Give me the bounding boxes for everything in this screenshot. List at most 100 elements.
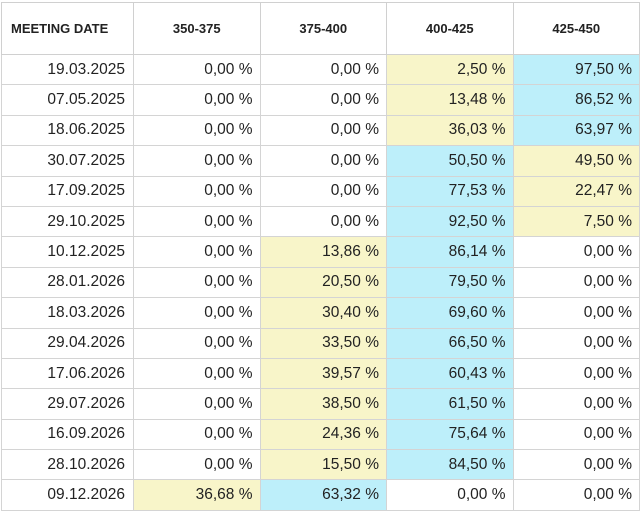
probability-cell: 0,00 %: [133, 236, 261, 268]
probability-cell: 0,00 %: [512, 449, 640, 481]
probability-cell: 24,36 %: [259, 418, 387, 451]
probability-cell: 92,50 %: [386, 205, 514, 238]
probability-cell: 0,00 %: [512, 479, 640, 511]
meeting-date: 29.04.2026: [1, 327, 134, 359]
table-row: 29.04.2026 0,00 % 33,50 % 66,50 % 0,00 %: [1, 327, 640, 359]
probability-cell: 0,00 %: [512, 418, 640, 451]
probability-cell: 97,50 %: [512, 53, 640, 86]
meeting-date: 17.06.2026: [1, 357, 134, 390]
meeting-date: 09.12.2026: [1, 479, 134, 511]
table-header: MEETING DATE 350-375 375-400 400-425 425-450: [1, 2, 640, 55]
column-header: MEETING DATE: [1, 2, 134, 55]
table-row: 10.12.2025 0,00 % 13,86 % 86,14 % 0,00 %: [1, 236, 640, 268]
table-row: 17.06.2026 0,00 % 39,57 % 60,43 % 0,00 %: [1, 357, 640, 390]
probability-cell: 0,00 %: [512, 388, 640, 420]
probability-cell: 22,47 %: [512, 175, 640, 207]
probability-cell: 39,57 %: [259, 357, 387, 390]
column-header: 375-400: [259, 2, 387, 55]
probability-table: MEETING DATE 350-375 375-400 400-425 425-450…: [1, 2, 640, 511]
probability-cell: 38,50 %: [259, 388, 387, 420]
table-body: 19.03.2025 0,00 % 0,00 % 2,50 % 97,50 % 07.05…: [1, 53, 640, 511]
meeting-date: 19.03.2025: [1, 53, 134, 86]
table-row: 18.06.2025 0,00 % 0,00 % 36,03 % 63,97 %: [1, 114, 640, 147]
meeting-date: 29.10.2025: [1, 205, 134, 238]
probability-cell: 30,40 %: [259, 297, 387, 329]
table-row: 17.09.2025 0,00 % 0,00 % 77,53 % 22,47 %: [1, 175, 640, 207]
probability-cell: 86,14 %: [386, 236, 514, 268]
table-row: 09.12.2026 36,68 % 63,32 % 0,00 % 0,00 %: [1, 479, 640, 511]
probability-cell: 0,00 %: [259, 84, 387, 116]
probability-cell: 0,00 %: [259, 114, 387, 147]
probability-cell: 0,00 %: [512, 327, 640, 359]
probability-cell: 2,50 %: [386, 53, 514, 86]
probability-cell: 15,50 %: [259, 449, 387, 481]
table-row: 18.03.2026 0,00 % 30,40 % 69,60 % 0,00 %: [1, 297, 640, 329]
column-header: 425-450: [512, 2, 640, 55]
probability-cell: 0,00 %: [133, 327, 261, 359]
probability-cell: 0,00 %: [133, 114, 261, 147]
probability-cell: 36,03 %: [386, 114, 514, 147]
table-row: 29.07.2026 0,00 % 38,50 % 61,50 % 0,00 %: [1, 388, 640, 420]
column-header: 350-375: [133, 2, 261, 55]
probability-cell: 77,53 %: [386, 175, 514, 207]
probability-cell: 0,00 %: [512, 297, 640, 329]
probability-cell: 0,00 %: [133, 53, 261, 86]
probability-cell: 63,97 %: [512, 114, 640, 147]
probability-cell: 0,00 %: [133, 357, 261, 390]
meeting-date: 10.12.2025: [1, 236, 134, 268]
probability-cell: 0,00 %: [259, 175, 387, 207]
column-header: 400-425: [386, 2, 514, 55]
probability-cell: 0,00 %: [512, 266, 640, 299]
meeting-date: 29.07.2026: [1, 388, 134, 420]
table-row: 07.05.2025 0,00 % 0,00 % 13,48 % 86,52 %: [1, 84, 640, 116]
table-row: 30.07.2025 0,00 % 0,00 % 50,50 % 49,50 %: [1, 145, 640, 177]
table-row: 28.01.2026 0,00 % 20,50 % 79,50 % 0,00 %: [1, 266, 640, 299]
table-row: 28.10.2026 0,00 % 15,50 % 84,50 % 0,00 %: [1, 449, 640, 481]
meeting-date: 16.09.2026: [1, 418, 134, 451]
meeting-date: 18.03.2026: [1, 297, 134, 329]
probability-cell: 0,00 %: [133, 84, 261, 116]
header-row: MEETING DATE 350-375 375-400 400-425 425-450: [1, 2, 640, 55]
probability-cell: 0,00 %: [386, 479, 514, 511]
probability-cell: 0,00 %: [133, 418, 261, 451]
meeting-date: 28.01.2026: [1, 266, 134, 299]
probability-cell: 0,00 %: [133, 175, 261, 207]
probability-cell: 0,00 %: [512, 357, 640, 390]
probability-cell: 61,50 %: [386, 388, 514, 420]
probability-cell: 0,00 %: [259, 145, 387, 177]
probability-cell: 50,50 %: [386, 145, 514, 177]
probability-cell: 0,00 %: [133, 297, 261, 329]
probability-cell: 75,64 %: [386, 418, 514, 451]
probability-cell: 69,60 %: [386, 297, 514, 329]
probability-cell: 49,50 %: [512, 145, 640, 177]
meeting-date: 18.06.2025: [1, 114, 134, 147]
probability-cell: 13,86 %: [259, 236, 387, 268]
probability-cell: 20,50 %: [259, 266, 387, 299]
probability-cell: 0,00 %: [133, 266, 261, 299]
probability-cell: 0,00 %: [133, 449, 261, 481]
probability-cell: 79,50 %: [386, 266, 514, 299]
meeting-date: 28.10.2026: [1, 449, 134, 481]
probability-cell: 0,00 %: [133, 205, 261, 238]
probability-cell: 84,50 %: [386, 449, 514, 481]
table-row: 16.09.2026 0,00 % 24,36 % 75,64 % 0,00 %: [1, 418, 640, 451]
meeting-date: 30.07.2025: [1, 145, 134, 177]
meeting-date: 17.09.2025: [1, 175, 134, 207]
probability-cell: 0,00 %: [512, 236, 640, 268]
probability-cell: 0,00 %: [133, 145, 261, 177]
probability-cell: 66,50 %: [386, 327, 514, 359]
meeting-date: 07.05.2025: [1, 84, 134, 116]
probability-cell: 0,00 %: [259, 205, 387, 238]
probability-cell: 60,43 %: [386, 357, 514, 390]
probability-cell: 13,48 %: [386, 84, 514, 116]
table-row: 29.10.2025 0,00 % 0,00 % 92,50 % 7,50 %: [1, 205, 640, 238]
probability-cell: 33,50 %: [259, 327, 387, 359]
probability-cell: 7,50 %: [512, 205, 640, 238]
table-row: 19.03.2025 0,00 % 0,00 % 2,50 % 97,50 %: [1, 53, 640, 86]
probability-cell: 0,00 %: [133, 388, 261, 420]
probability-cell: 86,52 %: [512, 84, 640, 116]
probability-cell: 63,32 %: [259, 479, 387, 511]
probability-cell: 36,68 %: [133, 479, 261, 511]
probability-cell: 0,00 %: [259, 53, 387, 86]
